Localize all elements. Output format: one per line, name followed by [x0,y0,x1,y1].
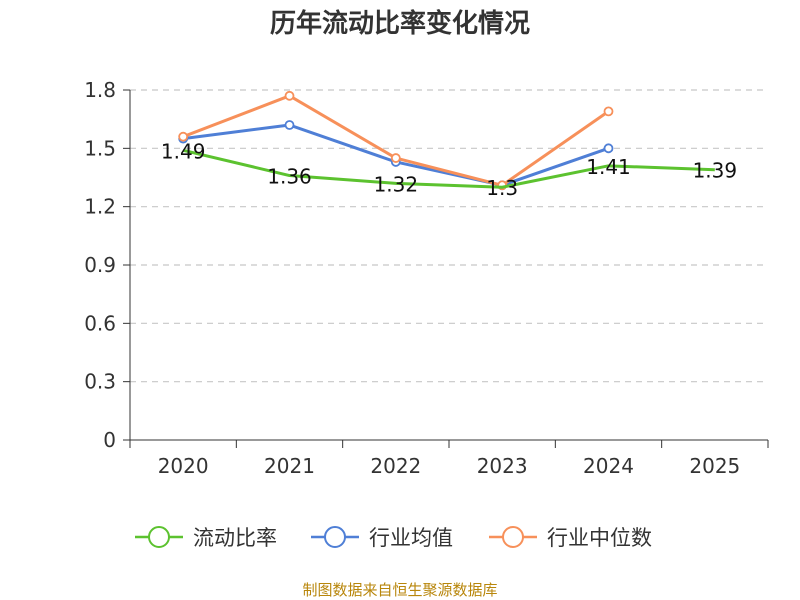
data-labels: 1.49 1.36 1.32 1.3 1.41 1.39 [161,139,737,200]
data-label-2024: 1.41 [586,155,631,179]
legend-marker-2 [502,526,524,548]
legend-label-2: 行业中位数 [547,526,652,550]
data-label-2023: 1.3 [486,176,518,200]
legend-item-2: 行业中位数 [489,526,652,550]
x-tick-label-2025: 2025 [689,454,740,478]
legend-item-1: 行业均值 [311,526,453,550]
y-tick-label-5: 1.5 [84,136,116,160]
legend-marker-1 [324,526,346,548]
x-tick-label-2022: 2022 [370,454,421,478]
y-axis-ticks: 0 0.3 0.6 0.9 1.2 1.5 1.8 [84,78,116,452]
x-tick-label-2020: 2020 [158,454,209,478]
x-tick-label-2023: 2023 [477,454,528,478]
series-1-point-2021 [284,120,295,130]
y-tick-label-4: 1.2 [84,195,116,219]
series-line-0 [182,148,715,189]
data-label-2020: 1.49 [161,139,206,163]
series-2-point-2022 [390,153,401,163]
series-2-point-2021 [284,90,295,101]
x-tick-label-2021: 2021 [264,454,315,478]
legend-label-1: 行业均值 [369,526,453,550]
data-label-2025: 1.39 [693,159,738,183]
y-tick-label-2: 0.6 [84,311,116,335]
series-group [178,90,715,191]
x-axis-ticks: 2020 2021 2022 2023 2024 2025 [158,454,741,478]
source-note: 制图数据来自恒生聚源数据库 [302,581,497,599]
series-2-point-2024 [603,106,614,117]
y-tick-label-0: 0 [103,428,116,452]
axes [123,89,769,448]
legend: 流动比率 行业均值 行业中位数 [135,526,652,550]
grid-lines [130,89,768,383]
chart-title: 历年流动比率变化情况 [270,8,530,39]
x-tick-label-2024: 2024 [583,454,634,478]
data-label-2022: 1.32 [374,172,419,196]
legend-item-0: 流动比率 [135,526,277,550]
data-label-2021: 1.36 [267,165,312,189]
legend-marker-0 [148,526,170,548]
series-2-point-2020 [178,131,189,142]
y-tick-label-6: 1.8 [84,78,116,102]
y-tick-label-3: 0.9 [84,253,116,277]
y-tick-label-1: 0.3 [84,370,116,394]
legend-label-0: 流动比率 [193,526,277,550]
series-1-point-2024 [603,143,614,154]
